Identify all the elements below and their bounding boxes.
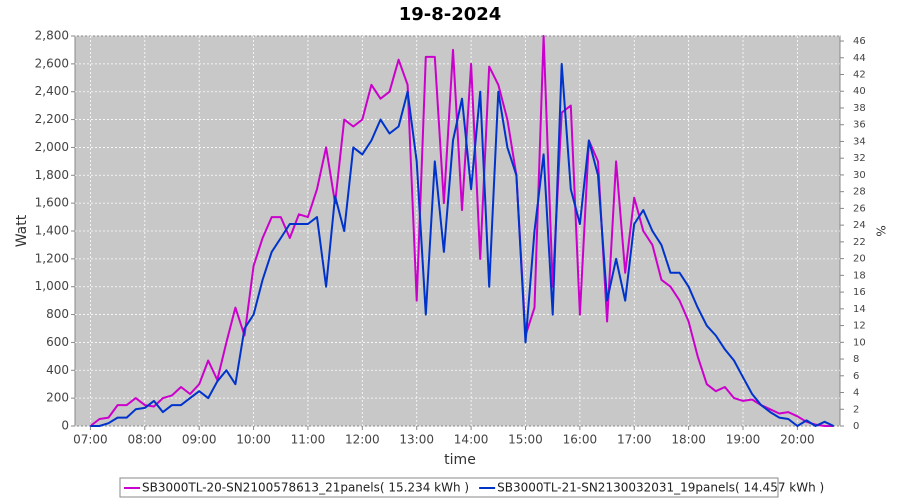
y2-tick-label: 0 <box>853 421 859 432</box>
y2-tick-label: 30 <box>853 170 866 181</box>
y-tick-label: 600 <box>46 335 69 349</box>
y2-tick-label: 10 <box>853 337 866 348</box>
y-tick-label: 2,800 <box>35 29 69 43</box>
y2-tick-label: 4 <box>853 388 859 399</box>
x-axis-label: time <box>444 452 476 468</box>
y-tick-label: 2,600 <box>35 56 69 70</box>
x-tick-label: 10:00 <box>236 433 271 447</box>
y-tick-label: 1,000 <box>35 279 69 293</box>
x-tick-label: 19:00 <box>726 433 761 447</box>
y2-tick-label: 2 <box>853 404 859 415</box>
chart-title: 19-8-2024 <box>399 4 502 25</box>
y2-axis-label: % <box>874 225 888 236</box>
x-tick-label: 07:00 <box>73 433 108 447</box>
y2-tick-label: 20 <box>853 254 866 265</box>
y2-tick-label: 12 <box>853 321 866 332</box>
legend-label: SB3000TL-20-SN2100578613_21panels( 15.23… <box>142 481 469 495</box>
y2-tick-label: 42 <box>853 69 866 80</box>
y-tick-label: 2,200 <box>35 112 69 126</box>
x-tick-label: 13:00 <box>399 433 434 447</box>
y-tick-label: 0 <box>61 419 69 433</box>
y2-tick-label: 46 <box>853 36 866 47</box>
y2-tick-label: 18 <box>853 270 866 281</box>
x-tick-label: 11:00 <box>291 433 326 447</box>
y-axis-label: Watt <box>14 214 30 247</box>
x-tick-label: 15:00 <box>508 433 543 447</box>
y2-tick-label: 16 <box>853 287 866 298</box>
x-tick-label: 17:00 <box>617 433 652 447</box>
y-tick-label: 200 <box>46 391 69 405</box>
x-tick-label: 18:00 <box>671 433 706 447</box>
legend-label: SB3000TL-21-SN2130032031_19panels( 14.45… <box>497 481 824 495</box>
y2-tick-label: 22 <box>853 237 866 248</box>
y2-tick-label: 6 <box>853 371 859 382</box>
y2-tick-label: 44 <box>853 53 866 64</box>
x-tick-label: 09:00 <box>182 433 217 447</box>
x-tick-label: 12:00 <box>345 433 380 447</box>
y2-tick-label: 36 <box>853 120 866 131</box>
y2-tick-label: 32 <box>853 153 866 164</box>
y-tick-label: 1,400 <box>35 224 69 238</box>
x-tick-label: 16:00 <box>563 433 598 447</box>
y2-tick-label: 38 <box>853 103 866 114</box>
y2-tick-label: 14 <box>853 304 866 315</box>
y-tick-label: 800 <box>46 307 69 321</box>
y2-tick-label: 8 <box>853 354 859 365</box>
y2-tick-label: 28 <box>853 187 866 198</box>
y-tick-label: 1,800 <box>35 168 69 182</box>
y-tick-label: 1,200 <box>35 251 69 265</box>
x-tick-label: 14:00 <box>454 433 489 447</box>
y-tick-label: 1,600 <box>35 196 69 210</box>
series-line <box>90 62 835 427</box>
legend-box <box>119 477 779 498</box>
y-tick-label: 2,000 <box>35 140 69 154</box>
y2-tick-label: 40 <box>853 86 866 97</box>
y-tick-label: 400 <box>46 363 69 377</box>
y2-tick-label: 34 <box>853 136 866 147</box>
y2-tick-label: 24 <box>853 220 866 231</box>
y2-tick-label: 26 <box>853 203 866 214</box>
plot-area <box>74 35 841 427</box>
x-tick-label: 20:00 <box>780 433 815 447</box>
series-line <box>89 35 834 427</box>
x-tick-label: 08:00 <box>127 433 162 447</box>
y-tick-label: 2,400 <box>35 84 69 98</box>
